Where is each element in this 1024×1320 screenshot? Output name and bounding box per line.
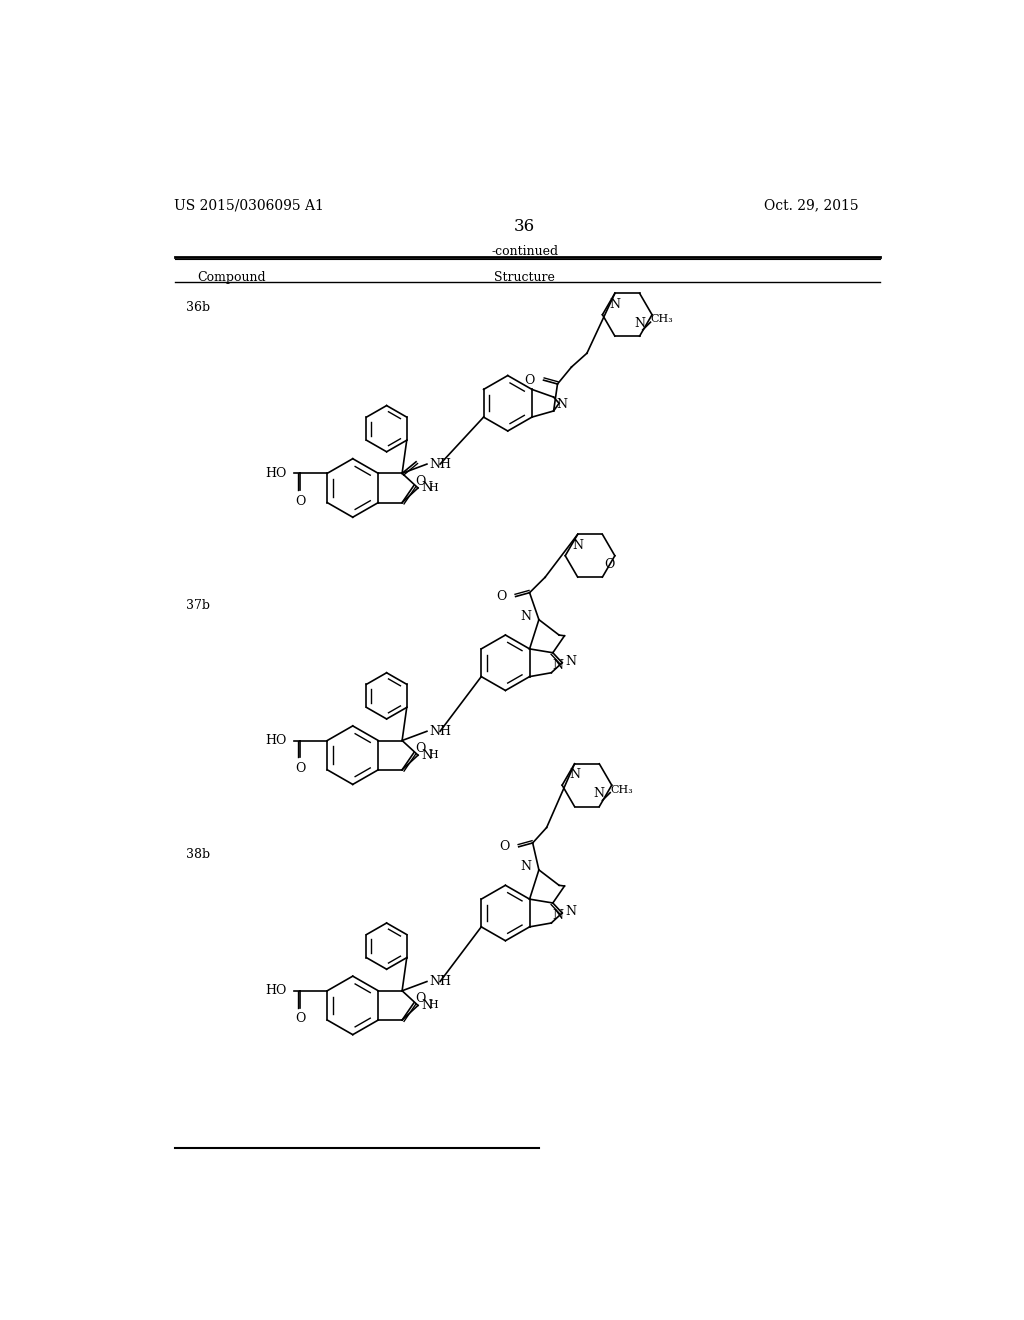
Text: HO: HO: [265, 985, 286, 998]
Text: N: N: [565, 906, 577, 917]
Text: HO: HO: [265, 734, 286, 747]
Text: O: O: [295, 1012, 305, 1026]
Text: NH: NH: [429, 458, 452, 471]
Text: N: N: [421, 999, 432, 1012]
Text: CH₃: CH₃: [650, 314, 673, 325]
Text: H: H: [428, 750, 438, 760]
Text: N: N: [572, 539, 583, 552]
Text: N: N: [609, 298, 621, 312]
Text: O: O: [604, 558, 614, 570]
Text: NH: NH: [429, 975, 452, 989]
Text: -continued: -continued: [492, 246, 558, 259]
Text: N: N: [421, 482, 432, 495]
Text: N: N: [594, 787, 605, 800]
Text: 38b: 38b: [186, 847, 210, 861]
Text: N: N: [553, 908, 564, 921]
Text: NH: NH: [429, 725, 452, 738]
Text: O: O: [295, 495, 305, 508]
Text: O: O: [416, 991, 426, 1005]
Text: N: N: [634, 317, 645, 330]
Text: US 2015/0306095 A1: US 2015/0306095 A1: [174, 198, 325, 213]
Text: H: H: [428, 483, 438, 492]
Text: O: O: [496, 590, 506, 603]
Text: N: N: [520, 610, 531, 623]
Text: N: N: [520, 861, 531, 874]
Text: 36b: 36b: [186, 301, 210, 314]
Text: CH₃: CH₃: [610, 784, 633, 795]
Text: Structure: Structure: [495, 271, 555, 284]
Text: N: N: [421, 748, 432, 762]
Text: O: O: [295, 762, 305, 775]
Text: N: N: [556, 399, 567, 412]
Text: 36: 36: [514, 218, 536, 235]
Text: N: N: [553, 659, 564, 672]
Text: Oct. 29, 2015: Oct. 29, 2015: [764, 198, 858, 213]
Text: H: H: [428, 1001, 438, 1010]
Text: Compound: Compound: [198, 271, 266, 284]
Text: O: O: [499, 841, 509, 853]
Text: HO: HO: [265, 467, 286, 480]
Text: O: O: [416, 742, 426, 755]
Text: O: O: [524, 374, 535, 387]
Text: N: N: [569, 768, 580, 781]
Text: N: N: [565, 655, 577, 668]
Text: 37b: 37b: [186, 599, 210, 612]
Text: O: O: [416, 474, 426, 487]
